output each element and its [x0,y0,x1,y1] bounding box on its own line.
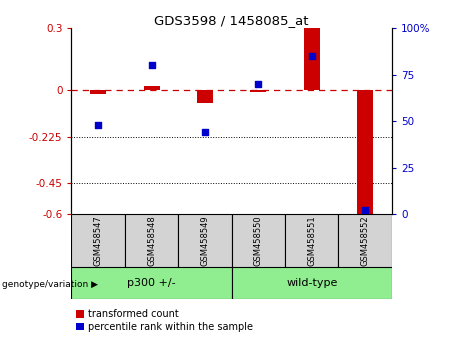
FancyBboxPatch shape [71,214,125,267]
Point [361,207,369,213]
FancyBboxPatch shape [285,214,338,267]
Text: GSM458547: GSM458547 [94,215,103,266]
Bar [304,28,320,90]
Text: genotype/variation ▶: genotype/variation ▶ [2,280,98,290]
Title: GDS3598 / 1458085_at: GDS3598 / 1458085_at [154,14,309,27]
Bar [90,90,106,95]
Point [308,53,315,59]
Text: wild-type: wild-type [286,278,337,288]
Point [148,63,155,68]
FancyBboxPatch shape [338,214,392,267]
FancyBboxPatch shape [178,214,231,267]
Text: GSM458549: GSM458549 [201,215,209,266]
Bar [197,90,213,103]
FancyBboxPatch shape [71,267,231,299]
Legend: transformed count, percentile rank within the sample: transformed count, percentile rank withi… [77,309,253,332]
Point [254,81,262,87]
Bar [357,90,373,214]
Bar [250,90,266,92]
Text: GSM458551: GSM458551 [307,215,316,266]
FancyBboxPatch shape [231,267,392,299]
Text: p300 +/-: p300 +/- [127,278,176,288]
Point [201,130,209,135]
Text: GSM458548: GSM458548 [147,215,156,266]
FancyBboxPatch shape [125,214,178,267]
FancyBboxPatch shape [231,214,285,267]
Text: GSM458550: GSM458550 [254,215,263,266]
Text: GSM458552: GSM458552 [361,215,370,266]
Point [95,122,102,128]
Bar [143,86,160,90]
